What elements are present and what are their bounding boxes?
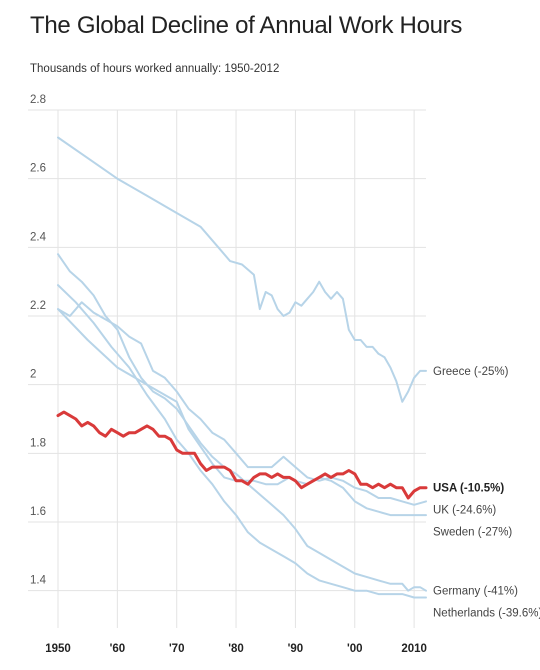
series-labels: Greece (-25%) USA (-10.5%) UK (-24.6%) Swed… bbox=[433, 366, 540, 620]
y-tick-label: 2.8 bbox=[30, 94, 46, 106]
x-tick-label: '00 bbox=[347, 643, 363, 655]
series-label-usa: USA (-10.5%) bbox=[433, 483, 504, 495]
series-label-netherlands: Netherlands (-39.6%) bbox=[433, 608, 540, 620]
y-tick-label: 2.2 bbox=[30, 300, 46, 312]
chart-title: The Global Decline of Annual Work Hours bbox=[30, 12, 463, 39]
x-tick-label: 2010 bbox=[401, 643, 427, 655]
y-tick-label: 2 bbox=[30, 369, 36, 381]
chart-subtitle: Thousands of hours worked annually: 1950… bbox=[30, 63, 280, 75]
series-label-uk: UK (-24.6%) bbox=[433, 505, 496, 517]
x-tick-label: '80 bbox=[228, 643, 244, 655]
x-tick-label: '60 bbox=[110, 643, 126, 655]
series-line-netherlands bbox=[57, 284, 427, 599]
x-tick-label: '70 bbox=[169, 643, 185, 655]
y-tick-label: 1.6 bbox=[30, 506, 46, 518]
series-line-uk bbox=[57, 301, 427, 506]
series-line-sweden bbox=[57, 308, 427, 517]
series-label-germany: Germany (-41%) bbox=[433, 586, 518, 598]
y-tick-label: 1.8 bbox=[30, 437, 46, 449]
grid bbox=[28, 109, 426, 628]
x-tick-label: '90 bbox=[288, 643, 304, 655]
series-label-greece: Greece (-25%) bbox=[433, 366, 509, 378]
series-lines bbox=[56, 136, 428, 599]
y-tick-label: 2.6 bbox=[30, 163, 46, 175]
axis-ticks: 2.8 2.6 2.4 2.2 2 1.8 1.6 1.4 1950 '60 '70 '80 '90 '0… bbox=[30, 94, 427, 655]
y-tick-label: 2.4 bbox=[30, 231, 47, 243]
series-line-usa bbox=[56, 410, 428, 500]
y-tick-label: 1.4 bbox=[30, 575, 47, 587]
series-line-germany bbox=[57, 253, 427, 592]
x-tick-label: 1950 bbox=[45, 643, 71, 655]
series-line-greece bbox=[57, 136, 427, 403]
series-label-sweden: Sweden (-27%) bbox=[433, 527, 512, 539]
